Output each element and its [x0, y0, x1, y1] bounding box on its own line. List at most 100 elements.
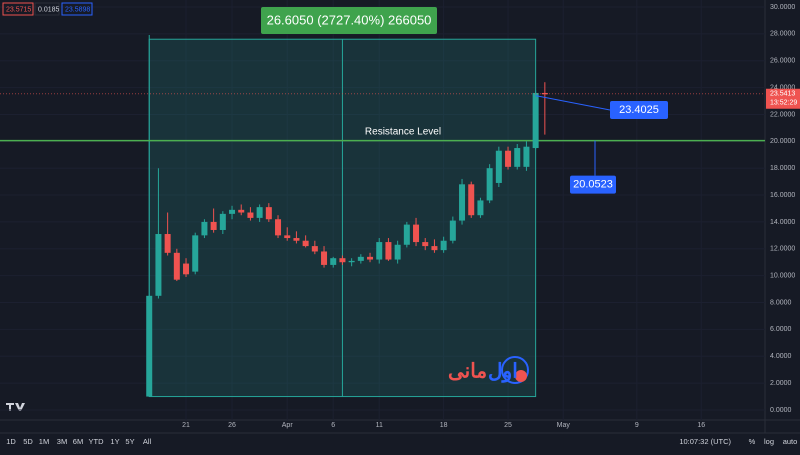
candle-body — [229, 209, 236, 214]
candle-body — [532, 92, 539, 149]
scale-option[interactable]: % — [749, 437, 756, 446]
x-tick-label: 21 — [182, 422, 190, 429]
candle-body — [376, 242, 383, 260]
brand-logo — [501, 356, 529, 384]
candle-body — [275, 219, 282, 236]
legend-value: 23.5715 — [6, 6, 31, 13]
measure-label: 26.6050 (2727.40%) 266050 — [267, 12, 432, 27]
brand-word: اول — [488, 360, 518, 383]
x-tick-label: May — [557, 422, 571, 429]
candle-body — [192, 235, 199, 272]
candle-body — [311, 246, 318, 252]
candle-body — [394, 244, 401, 260]
brand-logo-dot — [515, 370, 527, 382]
x-tick-label: 25 — [504, 422, 512, 429]
y-tick-label: 22.0000 — [770, 111, 795, 118]
timeframe-button[interactable]: YTD — [89, 437, 105, 446]
y-tick-label: 2.0000 — [770, 380, 792, 387]
candle-body — [183, 263, 190, 275]
candle-body — [284, 235, 291, 239]
candle-body — [523, 146, 530, 167]
legend-box — [34, 2, 60, 16]
x-tick-label: 11 — [376, 422, 383, 429]
y-tick-label: 10.0000 — [770, 273, 795, 280]
candle-body — [256, 207, 263, 218]
resistance-callout: 20.0523 — [573, 179, 613, 191]
countdown: 13:52:29 — [770, 100, 797, 107]
y-tick-label: 30.0000 — [770, 4, 795, 11]
candle-body — [468, 184, 475, 216]
legend-value: 23.5898 — [65, 6, 90, 13]
timeframe-button[interactable]: 5D — [23, 437, 33, 446]
candle-body — [201, 221, 208, 236]
clock: 10:07:32 (UTC) — [679, 437, 731, 446]
candle-body — [173, 252, 180, 280]
y-tick-label: 18.0000 — [770, 165, 795, 172]
candle-body — [302, 240, 309, 247]
candle-body — [146, 295, 153, 397]
callout-pointer — [535, 95, 611, 111]
legend-box — [2, 2, 34, 16]
y-tick-label: 12.0000 — [770, 246, 795, 253]
y-tick-label: 26.0000 — [770, 58, 795, 65]
timeframe-button[interactable]: 6M — [73, 437, 83, 446]
candle-body — [440, 240, 447, 251]
candle-body — [367, 256, 374, 260]
timeframe-button[interactable]: 3M — [57, 437, 67, 446]
candle-body — [293, 238, 300, 241]
candle-body — [385, 242, 392, 260]
x-tick-label: 6 — [331, 422, 335, 429]
scale-option[interactable]: log — [764, 437, 774, 446]
candle-body — [155, 234, 162, 296]
candle-body — [459, 184, 466, 221]
timeframe-button[interactable]: 5Y — [125, 437, 134, 446]
candle-body — [330, 258, 337, 265]
tv-logo — [6, 403, 25, 411]
timeframe-button[interactable]: 1Y — [110, 437, 119, 446]
candle-body — [495, 150, 502, 183]
y-tick-label: 20.0000 — [770, 138, 795, 145]
candle-body — [210, 221, 217, 230]
y-tick-label: 0.0000 — [770, 407, 792, 414]
candle-body — [505, 150, 512, 167]
measure-label-box — [261, 7, 437, 34]
candle-body — [449, 220, 456, 241]
candle-body — [164, 234, 171, 253]
y-tick-label: 4.0000 — [770, 353, 792, 360]
candle-body — [357, 256, 364, 261]
candle-body — [339, 258, 346, 263]
candle-body — [413, 224, 420, 243]
scale-option[interactable]: auto — [783, 437, 798, 446]
candle-body — [514, 148, 521, 167]
candle-body — [247, 212, 254, 218]
y-tick-label: 16.0000 — [770, 192, 795, 199]
candle-body — [219, 213, 226, 230]
legend-value: 0.0185 — [38, 6, 60, 13]
last-price-box — [766, 88, 800, 109]
callout-label: 23.4025 — [619, 104, 659, 116]
y-tick-label: 24.0000 — [770, 84, 795, 91]
timeframe-button[interactable]: 1M — [39, 437, 49, 446]
resistance-callout-box — [570, 175, 616, 194]
candle-body — [348, 260, 355, 263]
x-tick-label: 9 — [635, 422, 639, 429]
last-price-label: 23.5413 — [770, 91, 795, 98]
legend-box — [61, 2, 93, 16]
x-tick-label: 18 — [440, 422, 448, 429]
candle-body — [238, 209, 245, 213]
x-tick-label: 16 — [697, 422, 705, 429]
y-tick-label: 8.0000 — [770, 299, 792, 306]
timeframe-button[interactable]: All — [143, 437, 152, 446]
x-tick-label: 26 — [228, 422, 236, 429]
x-tick-label: Apr — [282, 422, 294, 429]
candle-body — [486, 168, 493, 201]
brand-word: مانی — [448, 360, 487, 382]
timeframe-button[interactable]: 1D — [6, 437, 16, 446]
candle-body — [321, 251, 328, 265]
candle-body — [265, 207, 272, 220]
y-tick-label: 14.0000 — [770, 219, 795, 226]
candle-body — [431, 246, 438, 251]
